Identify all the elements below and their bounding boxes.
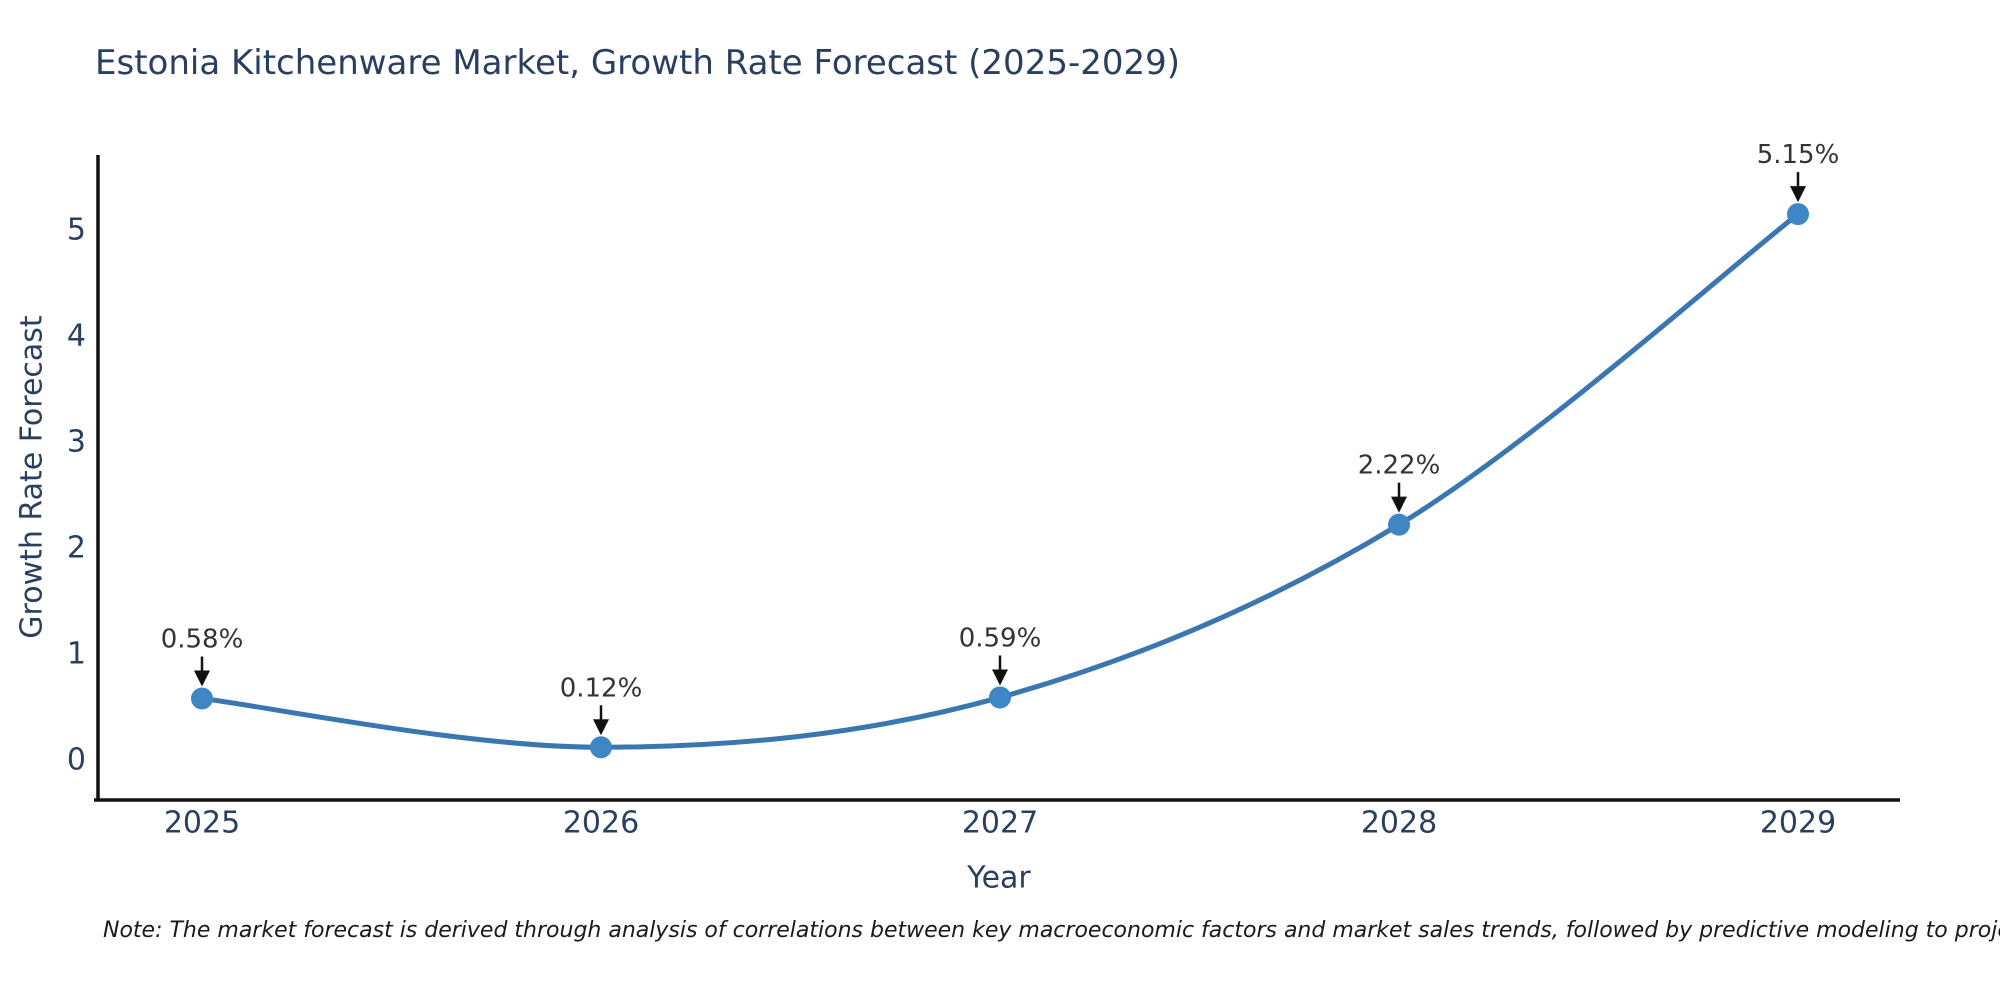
footnote: Note: The market forecast is derived thr…: [103, 918, 2000, 943]
y-tick-label: 1: [67, 637, 86, 672]
y-tick-label: 2: [67, 531, 86, 566]
y-tick-label: 0: [67, 743, 86, 778]
y-tick-label: 4: [67, 319, 86, 354]
annotation-arrow-head: [194, 670, 210, 687]
annotation-arrow-head: [1391, 496, 1407, 513]
x-tick-label: 2028: [1361, 806, 1437, 841]
chart-title: Estonia Kitchenware Market, Growth Rate …: [95, 43, 1181, 83]
annotation-label: 0.12%: [560, 673, 643, 703]
data-point-marker: [1787, 203, 1809, 226]
data-point-marker: [590, 736, 612, 759]
y-tick-label: 3: [67, 425, 86, 460]
x-tick-label: 2026: [563, 806, 639, 841]
annotation-arrow-head: [593, 719, 609, 736]
x-tick-label: 2027: [962, 806, 1038, 841]
data-point-marker: [1388, 513, 1410, 536]
annotation-label: 2.22%: [1358, 451, 1441, 481]
annotation-arrow-head: [1790, 186, 1806, 203]
x-tick-label: 2029: [1760, 806, 1836, 841]
y-axis-title: Growth Rate Forecast: [14, 315, 50, 639]
annotation-label: 5.15%: [1757, 140, 1840, 170]
y-tick-label: 5: [67, 213, 86, 248]
data-point-marker: [191, 687, 213, 710]
x-axis-title: Year: [967, 860, 1031, 896]
annotation-arrow-head: [992, 669, 1008, 686]
x-tick-label: 2025: [164, 806, 240, 841]
annotation-label: 0.59%: [959, 623, 1042, 653]
data-point-marker: [989, 686, 1011, 709]
annotation-label: 0.58%: [161, 625, 244, 655]
